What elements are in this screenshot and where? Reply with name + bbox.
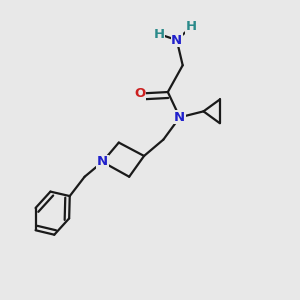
Text: H: H [153, 28, 164, 40]
Text: N: N [174, 111, 185, 124]
Text: N: N [97, 155, 108, 168]
Text: O: O [134, 87, 145, 100]
Text: H: H [186, 20, 197, 33]
Text: N: N [171, 34, 182, 46]
